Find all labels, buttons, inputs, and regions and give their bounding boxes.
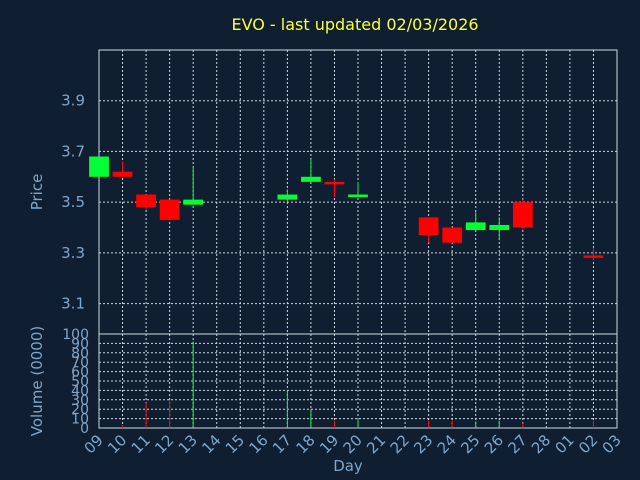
volume-tick-label: 90: [71, 336, 89, 352]
x-axis-label: Day: [333, 457, 363, 475]
y-tick-label: 3.1: [61, 295, 85, 313]
x-tick-label: 14: [198, 431, 224, 457]
x-tick-label: 16: [245, 431, 271, 457]
y-tick-label: 3.3: [61, 244, 85, 262]
volume-tick-label: 20: [71, 402, 89, 418]
x-tick-label: 19: [316, 431, 342, 457]
candle-body: [418, 217, 439, 236]
chart-title: EVO - last updated 02/03/2026: [231, 15, 478, 34]
x-tick-label: 24: [434, 431, 460, 457]
x-tick-label: 18: [293, 431, 319, 457]
x-tick-label: 20: [340, 431, 366, 457]
volume-tick-label: 80: [71, 346, 89, 362]
x-tick-label: 12: [151, 431, 177, 457]
candle-body: [324, 181, 345, 185]
x-tick-label: 02: [575, 431, 601, 457]
x-tick-label: 28: [528, 431, 554, 457]
y-tick-label: 3.5: [61, 193, 85, 211]
x-tick-label: 23: [410, 431, 436, 457]
volume-tick-label: 10: [71, 412, 89, 428]
y-axis-label: Price: [28, 174, 46, 211]
x-tick-label: 25: [457, 431, 483, 457]
x-tick-label: 22: [387, 431, 413, 457]
volume-tick-label: 100: [62, 327, 89, 343]
x-tick-label: 13: [175, 431, 201, 457]
x-tick-label: 27: [504, 431, 530, 457]
candle-body: [183, 199, 204, 205]
candle-body: [442, 227, 463, 243]
x-tick-label: 01: [552, 431, 578, 457]
x-tick-label: 11: [128, 431, 154, 457]
candle-body: [159, 199, 180, 220]
candle-body: [277, 194, 298, 200]
candle-body: [348, 194, 368, 198]
candle-body: [512, 202, 533, 228]
volume-tick-label: 30: [71, 393, 89, 409]
candle-body: [489, 224, 510, 231]
candle-body: [465, 222, 486, 231]
y-tick-label: 3.9: [61, 92, 85, 110]
price-panel: 3.1 3.3 3.5 3.7 3.9: [61, 49, 618, 335]
volume-tick-label: 50: [71, 374, 89, 390]
volume-tick-label: 0: [80, 421, 89, 437]
x-tick-label: 03: [599, 431, 625, 457]
candle-body: [301, 176, 321, 182]
x-tick-label: 10: [104, 431, 130, 457]
x-tick-label: 21: [363, 431, 389, 457]
volume-axis-label: Volume (0000): [28, 326, 46, 436]
x-tick-label: 15: [222, 431, 248, 457]
x-tick-label: 17: [269, 431, 295, 457]
volume-tick-label: 40: [71, 383, 89, 399]
volume-tick-label: 60: [71, 365, 89, 381]
x-axis-ticks: 0910111213141516171819202122232425262728…: [81, 431, 625, 457]
x-tick-label: 26: [481, 431, 507, 457]
volume-tick-label: 70: [71, 355, 89, 371]
candle-body: [112, 171, 133, 177]
candle-body: [583, 255, 604, 258]
y-tick-label: 3.7: [61, 142, 85, 160]
candle-body: [89, 156, 109, 177]
candle-body: [136, 194, 156, 208]
